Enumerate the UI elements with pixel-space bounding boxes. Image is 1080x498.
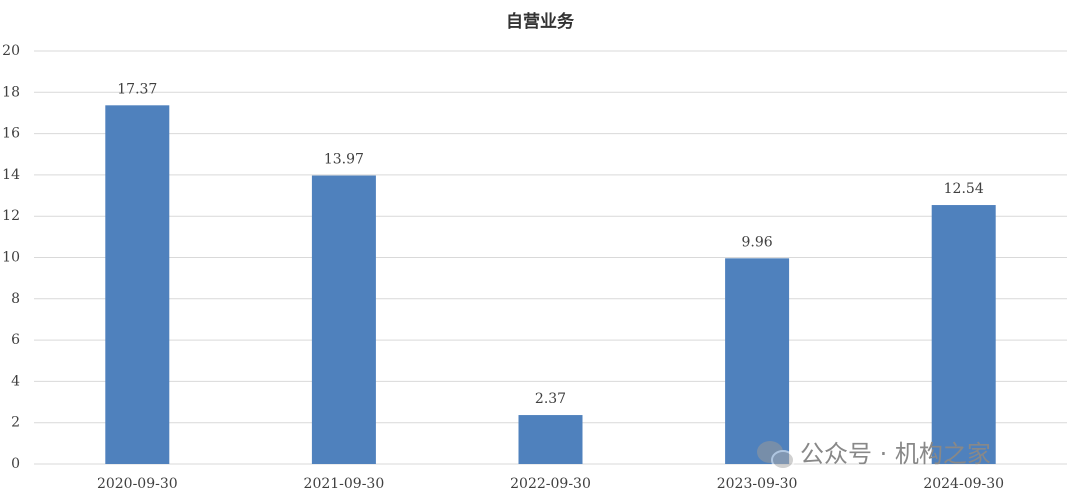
x-tick-label: 2022-09-30: [510, 476, 591, 492]
y-tick-label: 12: [2, 208, 20, 224]
value-label: 2.37: [535, 391, 566, 407]
y-tick-label: 2: [11, 415, 20, 431]
x-tick-label: 2020-09-30: [97, 476, 178, 492]
bar: [518, 415, 583, 464]
watermark-icon: [757, 441, 795, 470]
x-tick-label: 2021-09-30: [304, 476, 385, 492]
value-label: 17.37: [117, 81, 157, 97]
chart-title: 自营业务: [506, 11, 575, 32]
bar: [931, 205, 996, 464]
y-tick-label: 18: [2, 84, 20, 100]
bar: [725, 258, 790, 464]
watermark: 公众号 · 机构之家: [800, 440, 991, 468]
value-label: 9.96: [742, 234, 773, 250]
y-tick-label: 16: [2, 126, 20, 142]
y-tick-label: 10: [2, 250, 20, 266]
bar: [105, 105, 170, 464]
y-tick-label: 20: [2, 43, 20, 59]
y-tick-label: 14: [2, 167, 20, 183]
y-tick-label: 0: [11, 456, 20, 472]
y-tick-label: 4: [11, 373, 20, 389]
bar: [311, 175, 376, 464]
x-tick-label: 2023-09-30: [717, 476, 798, 492]
value-label: 13.97: [324, 152, 364, 168]
y-tick-label: 8: [11, 291, 20, 307]
x-tick-label: 2024-09-30: [923, 476, 1004, 492]
value-label: 12.54: [944, 181, 984, 197]
y-tick-label: 6: [11, 332, 20, 348]
